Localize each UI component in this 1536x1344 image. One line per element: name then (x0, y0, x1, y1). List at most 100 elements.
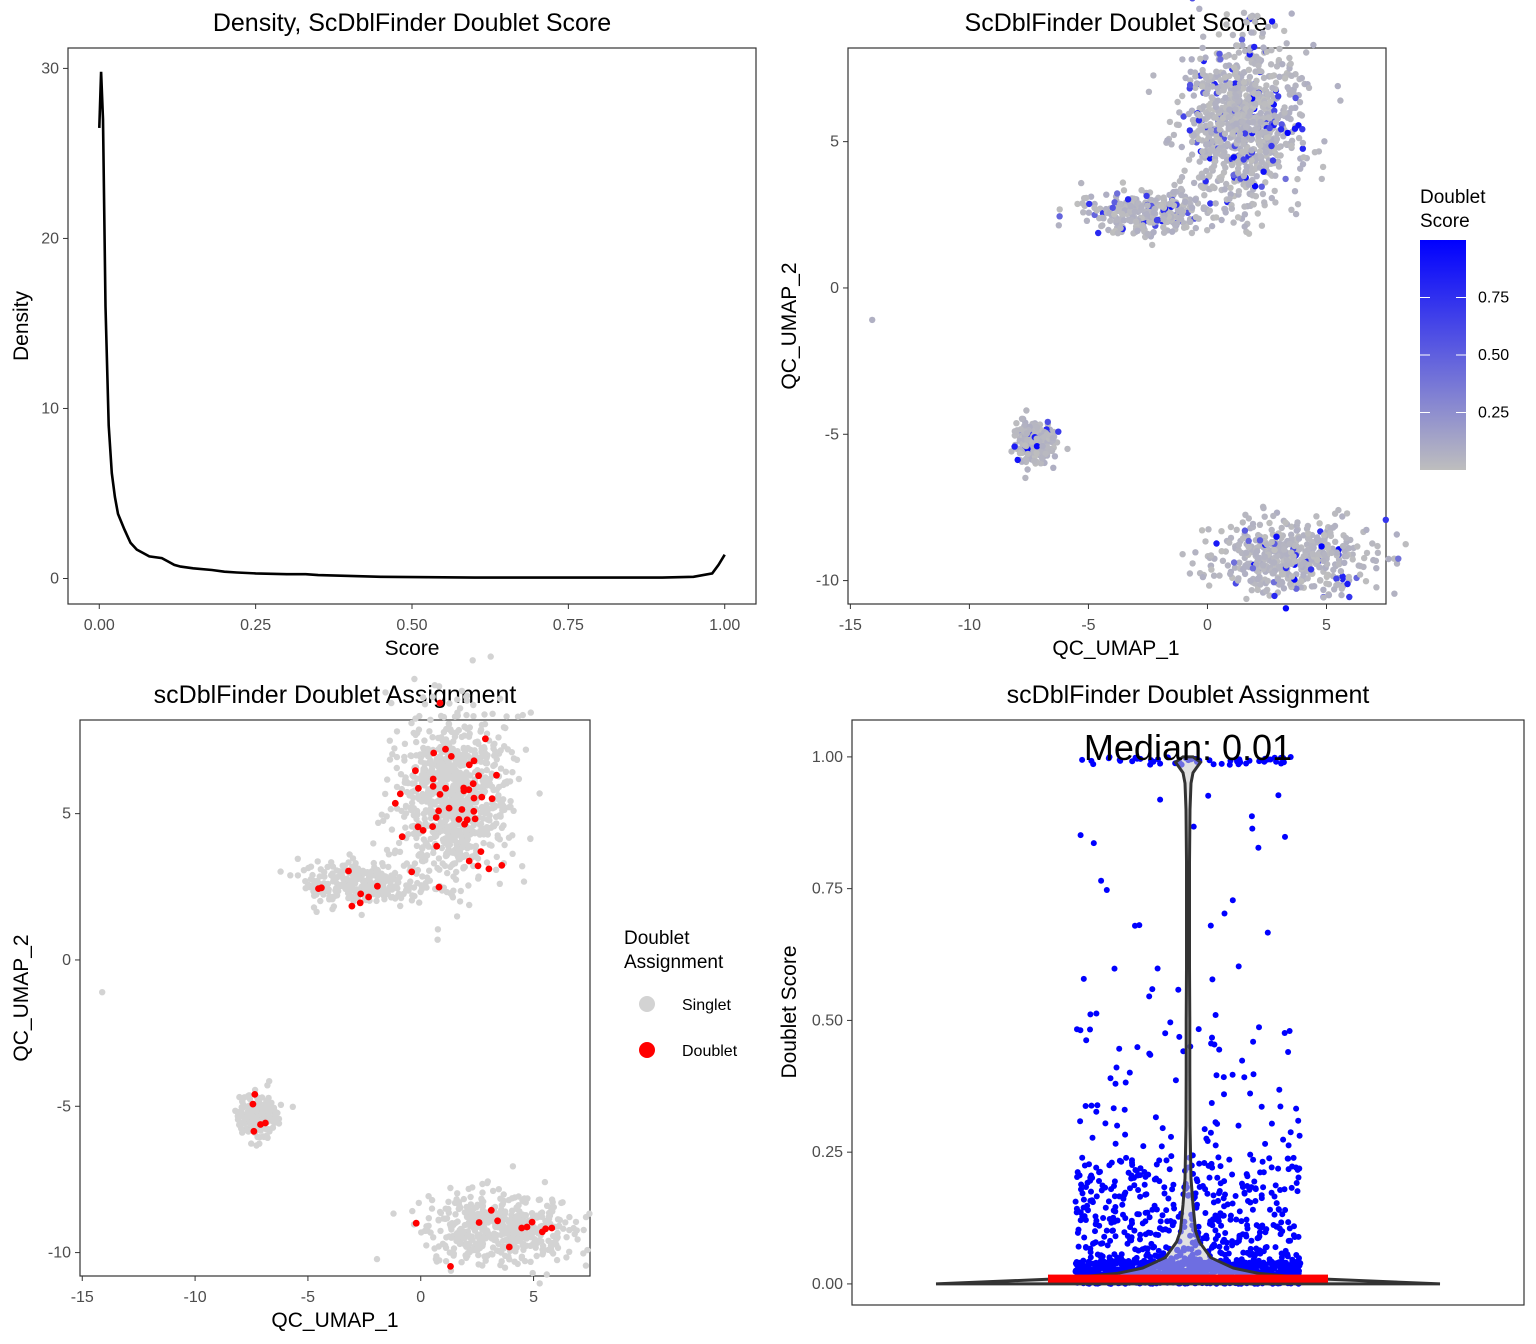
umap-singlet-point (429, 808, 436, 815)
umap-score-point (1279, 60, 1286, 68)
umap-score-point (1402, 541, 1409, 548)
umap-score-point (1291, 542, 1298, 550)
umap-score-point (1299, 126, 1306, 133)
umap-singlet-point (354, 865, 362, 872)
umap-singlet-point (479, 1262, 486, 1269)
umap-assign-points (99, 653, 593, 1287)
umap-score-point (1288, 573, 1296, 580)
umap-singlet-point (429, 693, 436, 700)
density-plot-frame (67, 47, 757, 605)
umap-score-point (1345, 545, 1353, 552)
umap-singlet-point (473, 1204, 480, 1211)
umap-score-point (1185, 156, 1193, 163)
umap-singlet-point (470, 713, 477, 720)
umap-score-point (1251, 100, 1258, 107)
umap-singlet-point (436, 866, 443, 873)
violin-jitter-point (1218, 760, 1225, 767)
umap-singlet-point (385, 863, 392, 871)
umap-score-point (1298, 112, 1306, 119)
umap-singlet-point (317, 866, 324, 873)
umap-singlet-point (328, 859, 335, 866)
umap-singlet-point (425, 1215, 432, 1222)
umap-singlet-point (509, 832, 516, 839)
umap-assign-y-axis-label: QC_UMAP_2 (10, 934, 33, 1061)
umap-score-point (1266, 519, 1273, 527)
umap-singlet-point (413, 738, 420, 746)
umap-singlet-point (563, 1234, 570, 1241)
umap-singlet-point (238, 1125, 245, 1132)
umap-score-point (1355, 562, 1362, 569)
umap-score-point (1280, 133, 1287, 140)
umap-score-point (1234, 42, 1241, 49)
umap-score-point (1160, 194, 1167, 201)
umap-score-point (1257, 138, 1264, 145)
umap-score-point (1023, 430, 1031, 437)
umap-singlet-point (419, 694, 427, 701)
umap-singlet-point (493, 853, 500, 861)
umap-score-point (1022, 442, 1029, 449)
umap-singlet-point (455, 1199, 463, 1206)
umap-singlet-point (478, 745, 485, 752)
umap-score-point (1276, 73, 1283, 81)
umap-score-point (1064, 445, 1071, 453)
umap-score-point (1290, 553, 1297, 560)
umap-score-point (1218, 216, 1225, 224)
umap-score-point (1098, 222, 1105, 230)
umap-singlet-point (413, 752, 420, 759)
umap-score-point (1261, 100, 1269, 108)
umap-singlet-point (305, 864, 312, 872)
umap-score-point (1292, 82, 1299, 89)
umap-singlet-point (438, 771, 445, 779)
umap-score-point (1255, 62, 1262, 69)
umap-score-point (1193, 80, 1201, 87)
umap-singlet-point (474, 855, 482, 862)
violin-jitter-point (1110, 1214, 1117, 1221)
umap-score-point (1239, 42, 1246, 49)
umap-score-point (1166, 118, 1174, 126)
umap-singlet-point (506, 1256, 513, 1263)
umap-assign-panel: scDblFinder Doublet Assignment -15 -10 -5 0… (10, 653, 738, 1332)
umap-score-point (1288, 72, 1295, 80)
umap-singlet-point (536, 1196, 544, 1203)
umap-singlet-point (478, 721, 486, 729)
umap-score-point (1313, 513, 1320, 520)
violin-jitter-point (1202, 1210, 1209, 1216)
umap-score-point (1282, 175, 1289, 183)
umap-score-point (1170, 188, 1177, 196)
umap-score-point (1178, 207, 1185, 214)
umap-score-point (1195, 215, 1202, 222)
umap-score-point (1230, 559, 1238, 566)
umap-singlet-point (482, 750, 489, 757)
umap-score-point (1206, 155, 1214, 162)
violin-jitter-point (1281, 1030, 1288, 1036)
umap-singlet-point (464, 833, 471, 840)
umap-score-point (1362, 578, 1370, 585)
umap-score-point (1013, 429, 1020, 436)
umap-score-point (1180, 224, 1188, 231)
umap-score-point (1240, 78, 1248, 86)
violin-jitter-point (1111, 1178, 1118, 1185)
umap-doublet-point (487, 1206, 495, 1214)
violin-jitter-point (1096, 1178, 1102, 1184)
umap-score-point (1278, 524, 1285, 532)
umap-singlet-point (492, 866, 500, 873)
violin-jitter-point (1167, 1019, 1174, 1026)
umap-singlet-point (361, 877, 368, 884)
violin-jitter-point (1287, 754, 1294, 760)
umap-score-point (1262, 587, 1270, 595)
umap-score-point (1262, 128, 1269, 136)
umap-singlet-point (460, 864, 467, 871)
umap-score-point (1243, 549, 1250, 556)
umap-score-point (1234, 111, 1241, 118)
umap-score-point (1252, 81, 1259, 88)
umap-score-point (1139, 223, 1146, 231)
umap-singlet-point (495, 1186, 502, 1193)
umap-score-point (1224, 562, 1232, 569)
umap-singlet-point (430, 849, 437, 857)
umap-score-point (1206, 582, 1213, 589)
umap-score-point (1132, 218, 1140, 225)
umap-singlet-point (421, 766, 428, 773)
umap-doublet-point (412, 767, 419, 775)
umap-singlet-point (238, 1119, 245, 1127)
umap-singlet-point (443, 837, 450, 845)
